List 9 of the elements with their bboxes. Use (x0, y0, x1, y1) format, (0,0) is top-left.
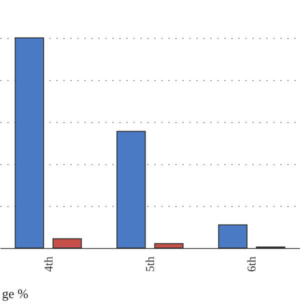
bar (154, 243, 184, 248)
text: ge % (2, 286, 28, 302)
bar (14, 37, 44, 248)
bar (52, 238, 82, 248)
bar (218, 224, 248, 248)
x-tick-label: 4th (41, 256, 56, 272)
x-tick-label: 5th (143, 256, 157, 272)
bar (116, 130, 146, 248)
x-tick-label: 6th (244, 256, 259, 272)
